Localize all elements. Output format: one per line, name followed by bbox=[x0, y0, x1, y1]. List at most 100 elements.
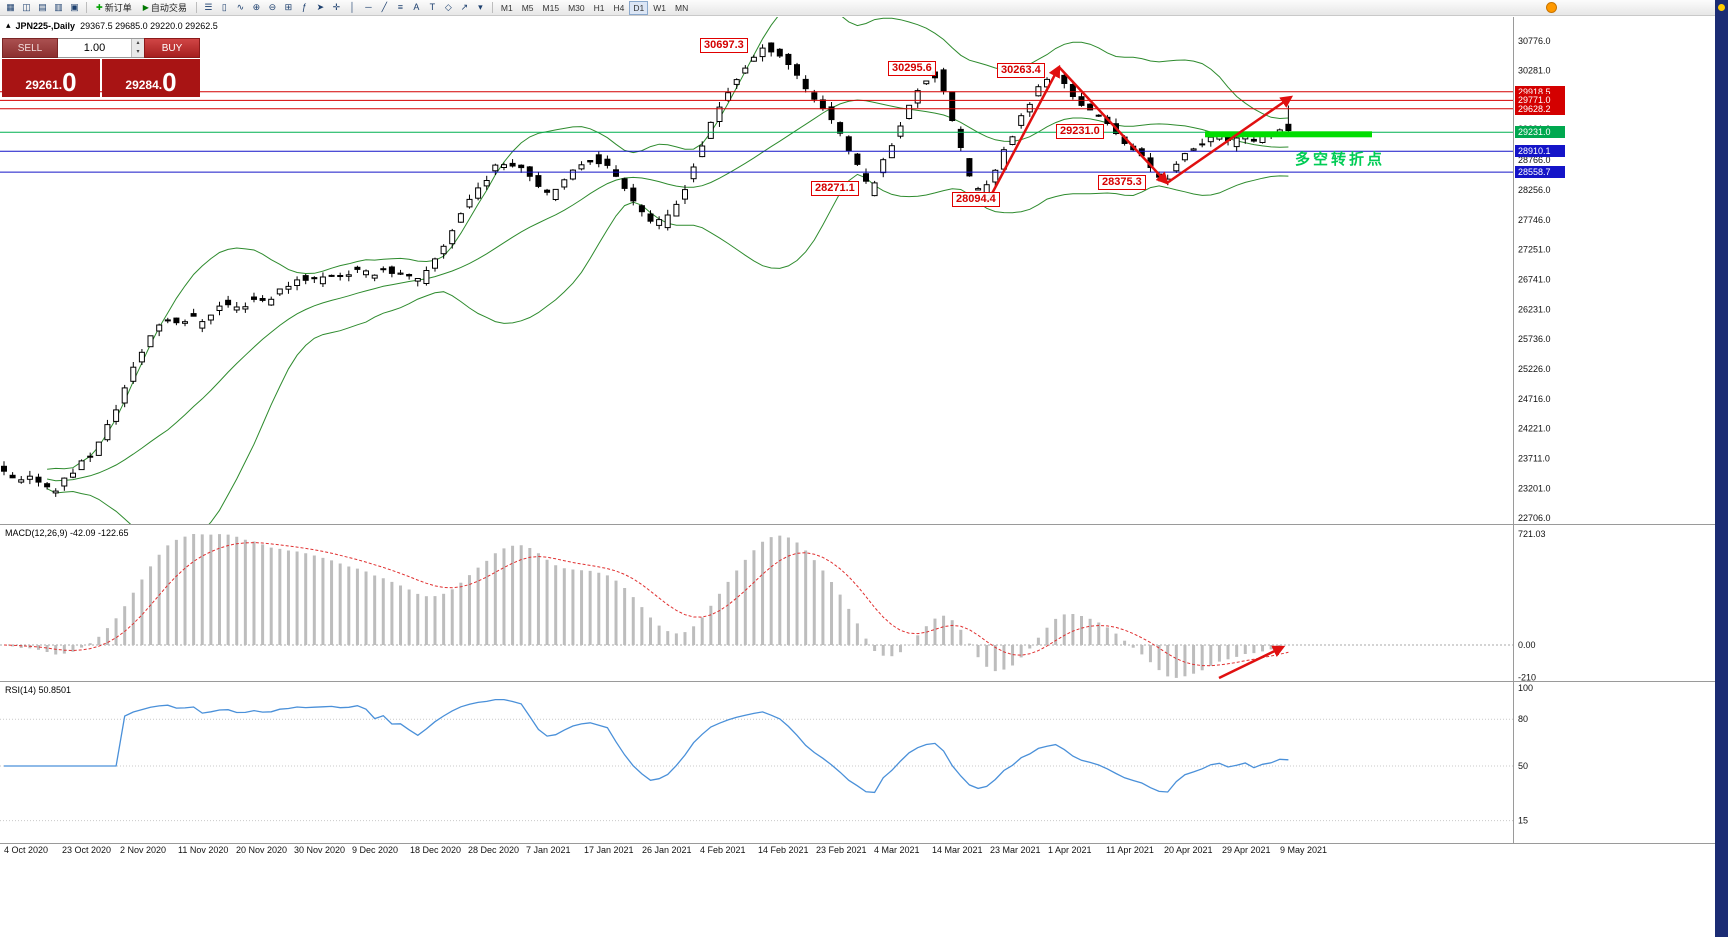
candle bbox=[871, 180, 878, 197]
crosshair-icon[interactable]: ✛ bbox=[332, 2, 341, 12]
trend-arrow[interactable] bbox=[1218, 645, 1286, 680]
buy-button[interactable]: BUY bbox=[144, 38, 200, 58]
new-chart-icon[interactable]: ▦ bbox=[6, 2, 15, 12]
candlestick-chart-icon[interactable]: ▯ bbox=[221, 2, 227, 12]
trendline-icon[interactable]: ╱ bbox=[381, 2, 388, 12]
price-annotation[interactable]: 28375.3 bbox=[1098, 175, 1146, 190]
alert-icon[interactable] bbox=[1546, 2, 1557, 13]
line-chart-icon[interactable]: ∿ bbox=[236, 2, 245, 12]
candle bbox=[975, 186, 982, 191]
candle bbox=[1095, 114, 1102, 117]
candle bbox=[449, 228, 456, 249]
cursor-icon[interactable]: ➤ bbox=[316, 2, 325, 12]
rsi-axis-label: 80 bbox=[1518, 714, 1528, 724]
arrow-objects-icon[interactable]: ↗ bbox=[460, 2, 469, 12]
timeframe-m1[interactable]: M1 bbox=[500, 2, 513, 13]
rsi-axis-label: 15 bbox=[1518, 816, 1528, 826]
sell-button[interactable]: SELL bbox=[2, 38, 58, 58]
timeframe-group: M1 M5 M15 M30 H1 H4 D1 W1 MN bbox=[497, 0, 692, 15]
candle bbox=[70, 468, 76, 479]
candle bbox=[483, 175, 490, 190]
horizontal-line-icon[interactable]: ─ bbox=[365, 2, 372, 12]
timeframe-h1[interactable]: H1 bbox=[593, 2, 605, 13]
price-annotation[interactable]: 29231.0 bbox=[1056, 124, 1104, 139]
candle bbox=[87, 452, 94, 462]
candle bbox=[406, 273, 413, 280]
price-axis-label: 23711.0 bbox=[1518, 454, 1550, 464]
data-window-icon[interactable]: ▥ bbox=[54, 2, 63, 12]
market-watch-icon[interactable]: ▤ bbox=[38, 2, 47, 12]
objects-dropdown-icon[interactable]: ▾ bbox=[478, 2, 483, 12]
vertical-line-icon[interactable]: │ bbox=[349, 2, 356, 12]
text-icon[interactable]: T bbox=[429, 2, 436, 12]
bar-chart-icon[interactable]: ☰ bbox=[204, 2, 213, 12]
volume-field[interactable]: 1.00 ▴ ▾ bbox=[58, 38, 144, 58]
buy-price-button[interactable]: 29284. 0 bbox=[102, 59, 200, 97]
time-axis-label: 4 Feb 2021 bbox=[700, 845, 746, 855]
timeframe-mn[interactable]: MN bbox=[674, 2, 689, 13]
price-annotation[interactable]: 28094.4 bbox=[952, 192, 1000, 207]
candle bbox=[414, 278, 421, 287]
zoom-out-icon[interactable]: ⊖ bbox=[268, 2, 277, 12]
zoom-in-icon[interactable]: ⊕ bbox=[252, 2, 261, 12]
volume-up-icon[interactable]: ▴ bbox=[136, 40, 140, 46]
toolbar-separator bbox=[86, 2, 87, 13]
candle bbox=[750, 54, 757, 62]
chart-profiles-icon[interactable]: ◫ bbox=[22, 2, 31, 12]
new-order-label: 新订单 bbox=[104, 3, 132, 13]
candle bbox=[897, 122, 904, 139]
price-annotation[interactable]: 28271.1 bbox=[811, 181, 859, 196]
autotrading-label: 自动交易 bbox=[150, 3, 187, 13]
time-axis-label: 17 Jan 2021 bbox=[584, 845, 634, 855]
timeframe-m15[interactable]: M15 bbox=[542, 2, 560, 13]
trend-arrow[interactable] bbox=[1166, 95, 1294, 185]
candle bbox=[354, 265, 361, 273]
candle bbox=[190, 308, 197, 317]
autotrading-button[interactable]: ▶ 自动交易 bbox=[138, 1, 192, 14]
price-axis-label: 23201.0 bbox=[1518, 484, 1551, 494]
price-axis-label: 27251.0 bbox=[1518, 244, 1551, 254]
price-axis-label: 27746.0 bbox=[1518, 215, 1551, 225]
candle bbox=[1, 461, 7, 476]
candle bbox=[1173, 161, 1180, 173]
volume-down-icon[interactable]: ▾ bbox=[136, 49, 140, 55]
candle bbox=[26, 470, 33, 485]
equidistant-channel-icon[interactable]: ≡ bbox=[397, 2, 404, 12]
tile-windows-icon[interactable]: ⊞ bbox=[284, 2, 293, 12]
candle bbox=[785, 53, 792, 70]
support-zone[interactable] bbox=[1205, 131, 1372, 138]
candle bbox=[475, 182, 482, 201]
candle-icon: ▴ bbox=[6, 20, 11, 30]
buy-price-small: 29284. bbox=[125, 78, 163, 92]
turning-point-note[interactable]: 多空转折点 bbox=[1295, 151, 1386, 168]
timeframe-w1[interactable]: W1 bbox=[653, 2, 666, 13]
price-axis-label: 22706.0 bbox=[1518, 513, 1551, 523]
timeframe-d1[interactable]: D1 bbox=[629, 0, 649, 15]
macd-signal-line bbox=[3, 542, 1289, 667]
new-order-button[interactable]: ✚ 新订单 bbox=[91, 1, 137, 14]
volume-value[interactable]: 1.00 bbox=[83, 42, 106, 54]
candle bbox=[457, 212, 464, 223]
price-annotation[interactable]: 30697.3 bbox=[700, 38, 748, 53]
shapes-icon[interactable]: ◇ bbox=[444, 2, 452, 12]
trend-arrow[interactable] bbox=[985, 64, 1061, 204]
terminal-icon[interactable]: ▣ bbox=[70, 2, 79, 12]
candle bbox=[78, 459, 85, 471]
candle bbox=[233, 302, 240, 313]
price-annotation[interactable]: 30263.4 bbox=[997, 63, 1045, 78]
right-dock-strip[interactable] bbox=[1715, 0, 1728, 937]
candle bbox=[363, 269, 369, 278]
price-annotation[interactable]: 30295.6 bbox=[888, 61, 936, 76]
timeframe-m5[interactable]: M5 bbox=[521, 2, 534, 13]
indicators-icon[interactable]: ƒ bbox=[301, 2, 307, 12]
time-axis-label: 1 Apr 2021 bbox=[1048, 845, 1092, 855]
timeframe-m30[interactable]: M30 bbox=[568, 2, 585, 13]
toolbar-separator bbox=[491, 2, 493, 13]
time-axis-label: 11 Nov 2020 bbox=[178, 845, 228, 855]
sell-price-button[interactable]: 29261. 0 bbox=[2, 59, 100, 97]
timeframe-h4[interactable]: H4 bbox=[613, 2, 625, 13]
trend-arrow[interactable] bbox=[1058, 66, 1169, 185]
candle bbox=[1190, 147, 1197, 151]
text-label-icon[interactable]: A bbox=[413, 2, 420, 12]
